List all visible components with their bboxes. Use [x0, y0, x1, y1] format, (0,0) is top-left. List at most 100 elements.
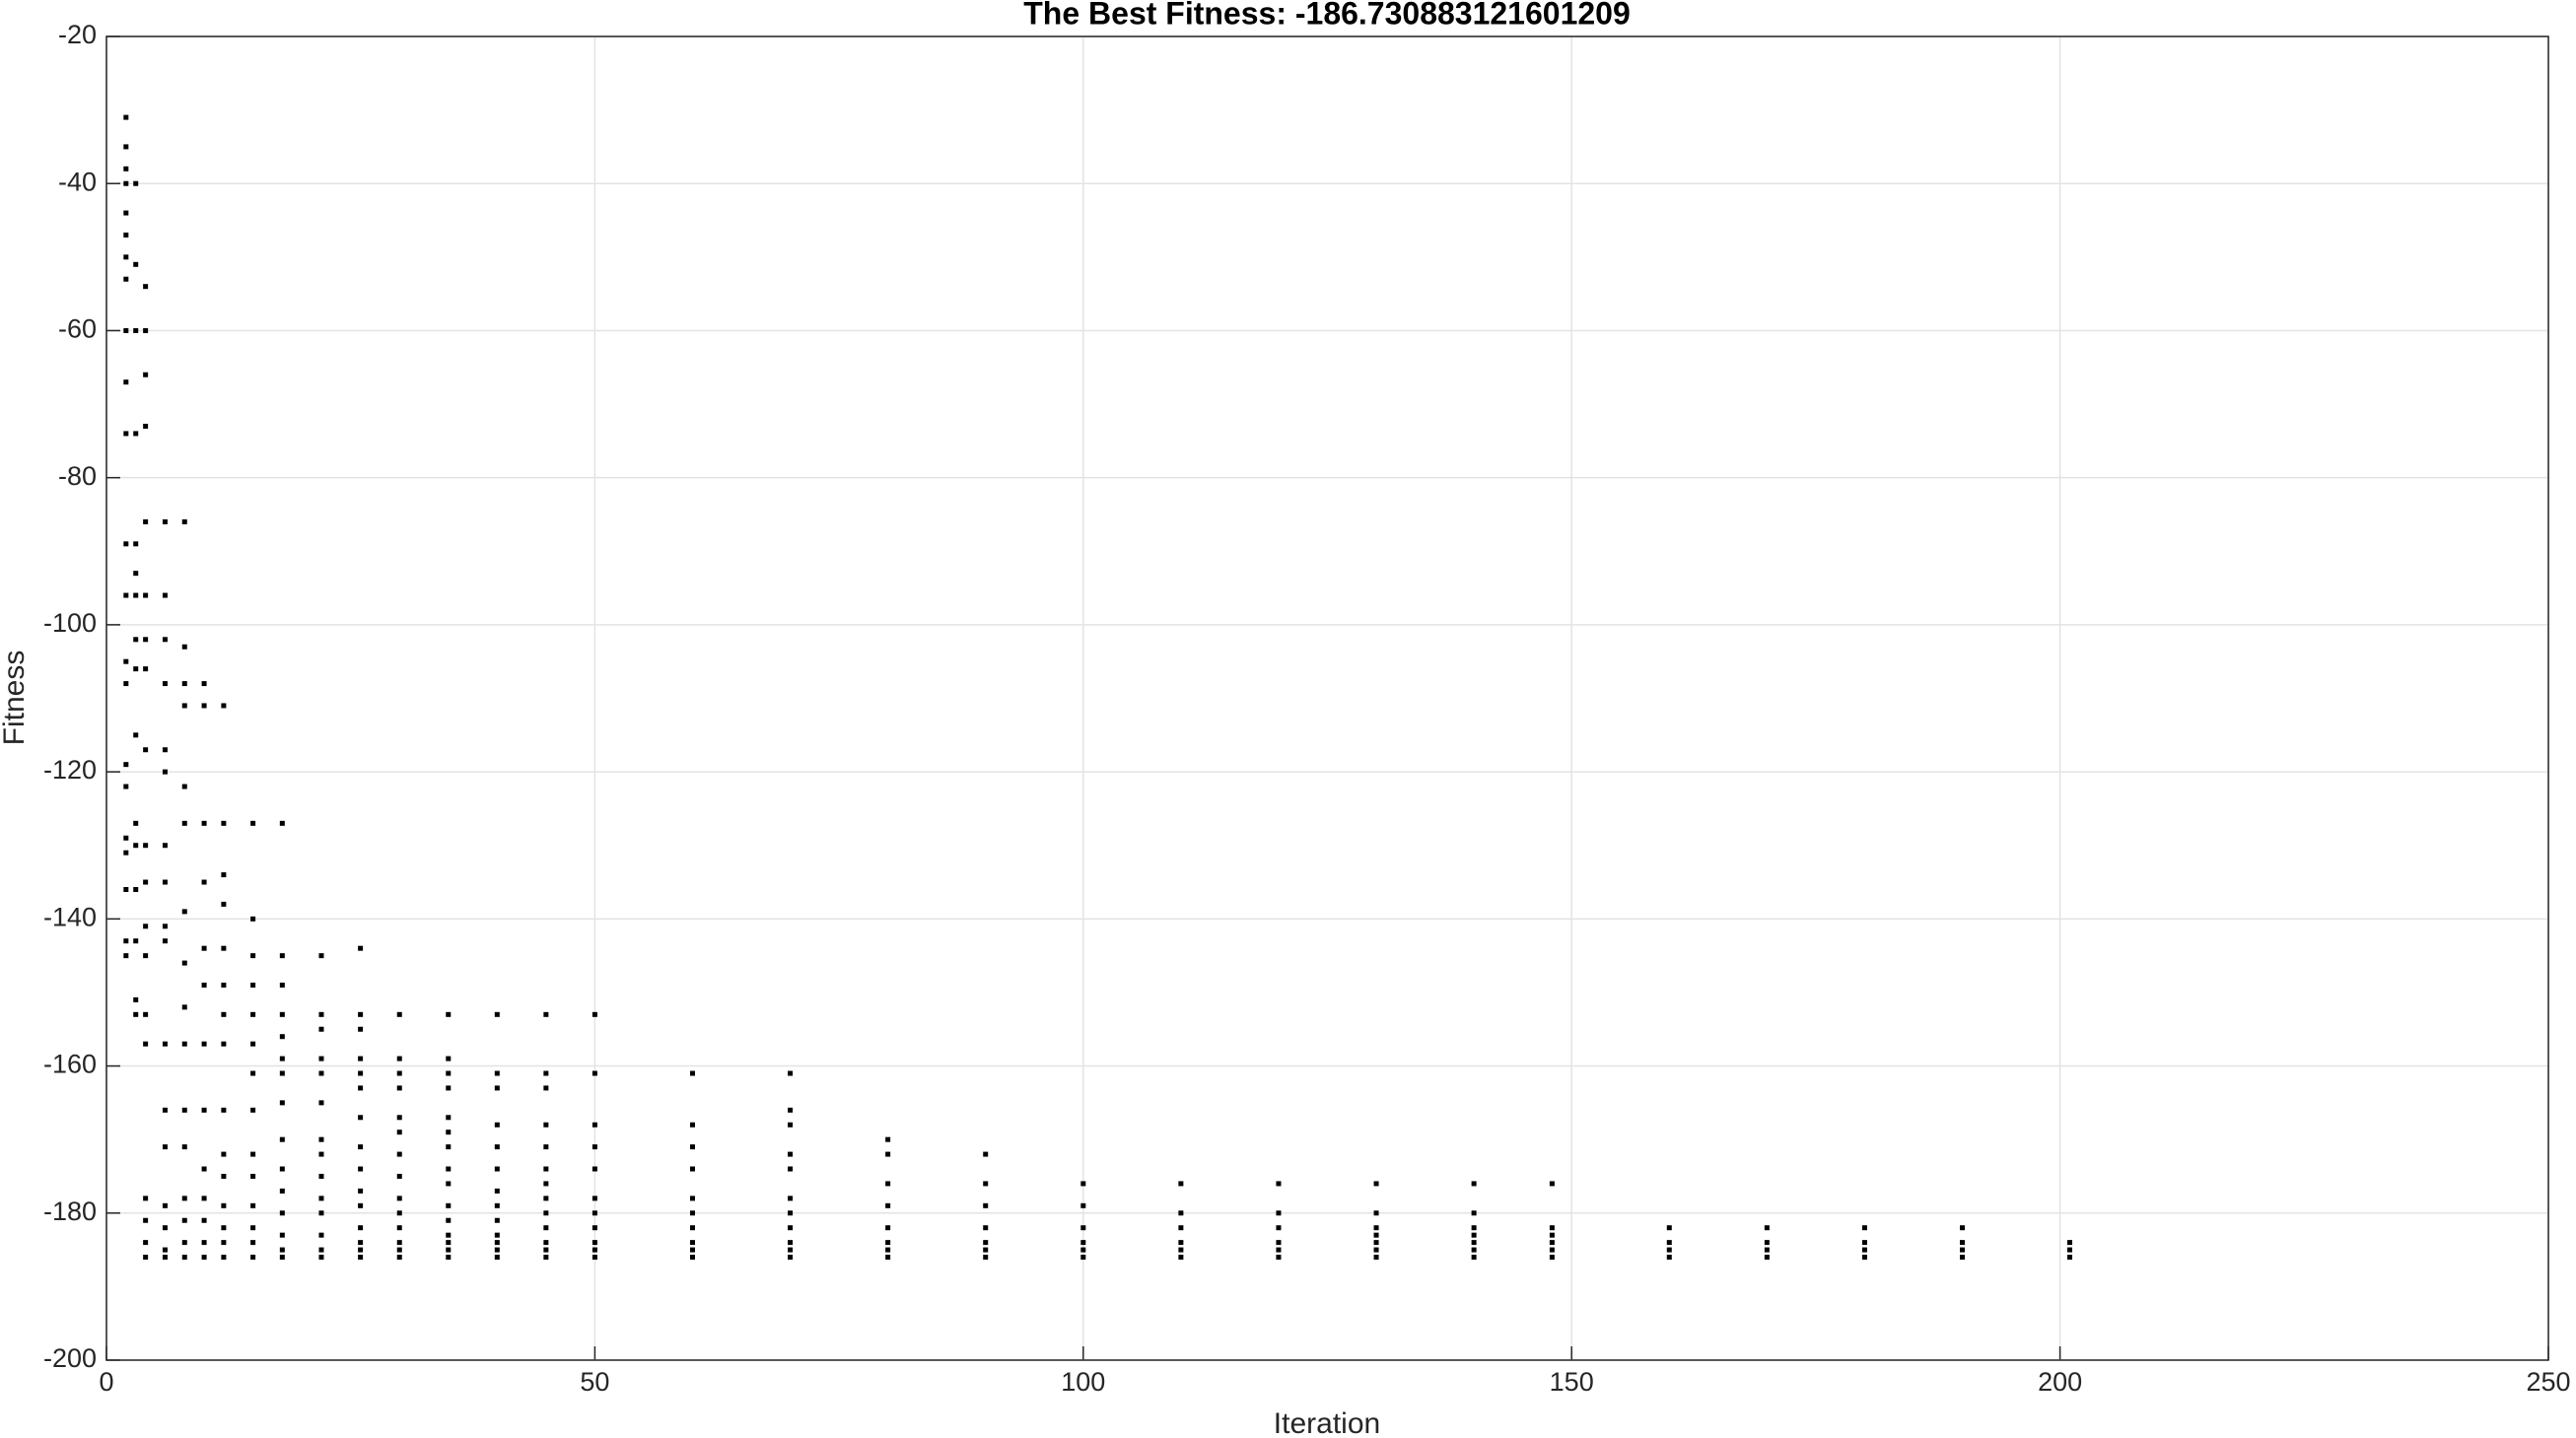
- point: [1276, 1181, 1282, 1187]
- point: [133, 261, 139, 267]
- point: [143, 1011, 149, 1017]
- point: [543, 1225, 549, 1231]
- point: [143, 1041, 149, 1047]
- point: [123, 835, 129, 841]
- point: [446, 1240, 452, 1246]
- point: [181, 1144, 187, 1150]
- point: [221, 703, 227, 709]
- point: [1080, 1225, 1086, 1231]
- point: [494, 1070, 500, 1076]
- point: [1276, 1240, 1282, 1246]
- point: [1471, 1232, 1477, 1238]
- point: [123, 953, 129, 959]
- point: [592, 1210, 597, 1216]
- point: [885, 1181, 891, 1187]
- y-tick-label: -80: [58, 461, 97, 491]
- y-tick-label: -140: [43, 902, 97, 931]
- point: [143, 327, 149, 333]
- point: [446, 1115, 452, 1121]
- point: [279, 1100, 285, 1106]
- plot-frame: [105, 35, 2549, 1361]
- point: [543, 1247, 549, 1253]
- point: [123, 431, 129, 437]
- point: [250, 1225, 256, 1231]
- point: [318, 1173, 324, 1179]
- point: [133, 732, 139, 738]
- point: [1471, 1210, 1477, 1216]
- point: [494, 1122, 500, 1128]
- point: [279, 1166, 285, 1172]
- point: [143, 518, 149, 524]
- x-axis-label: Iteration: [1274, 1407, 1380, 1438]
- point: [143, 637, 149, 643]
- point: [318, 1232, 324, 1238]
- point: [143, 843, 149, 849]
- point: [221, 820, 227, 826]
- point: [494, 1011, 500, 1017]
- point: [162, 592, 168, 598]
- point: [133, 431, 139, 437]
- point: [221, 1202, 227, 1208]
- point: [1080, 1247, 1086, 1253]
- point: [279, 1232, 285, 1238]
- point: [162, 1041, 168, 1047]
- x-tick-label: 200: [2038, 1367, 2082, 1397]
- point: [446, 1217, 452, 1223]
- point: [788, 1255, 794, 1261]
- point: [592, 1166, 597, 1172]
- point: [318, 1011, 324, 1017]
- point: [250, 1240, 256, 1246]
- point: [1080, 1240, 1086, 1246]
- point: [162, 1202, 168, 1208]
- point: [1666, 1225, 1672, 1231]
- point: [494, 1188, 500, 1194]
- point: [221, 982, 227, 988]
- point: [358, 1070, 364, 1076]
- point: [221, 872, 227, 878]
- point: [123, 592, 129, 598]
- y-tick-label: -100: [43, 608, 97, 638]
- point: [181, 681, 187, 687]
- point: [1960, 1247, 1966, 1253]
- point: [143, 423, 149, 429]
- point: [221, 1107, 227, 1113]
- point: [885, 1225, 891, 1231]
- point: [494, 1166, 500, 1172]
- point: [1373, 1210, 1379, 1216]
- point: [494, 1247, 500, 1253]
- point: [592, 1070, 597, 1076]
- point: [143, 1196, 149, 1201]
- point: [358, 1166, 364, 1172]
- point: [221, 1151, 227, 1157]
- point: [1666, 1240, 1672, 1246]
- point: [318, 1151, 324, 1157]
- point: [1471, 1240, 1477, 1246]
- point: [318, 1255, 324, 1261]
- point: [689, 1122, 695, 1128]
- point: [1549, 1225, 1555, 1231]
- point: [494, 1144, 500, 1150]
- point: [543, 1085, 549, 1091]
- y-tick-label: -160: [43, 1050, 97, 1079]
- point: [885, 1255, 891, 1261]
- point: [1178, 1181, 1184, 1187]
- point: [446, 1255, 452, 1261]
- point: [250, 1011, 256, 1017]
- point: [358, 1247, 364, 1253]
- point: [983, 1181, 989, 1187]
- point: [133, 571, 139, 577]
- point: [318, 1196, 324, 1201]
- point: [250, 1070, 256, 1076]
- point: [396, 1240, 402, 1246]
- point: [396, 1056, 402, 1061]
- point: [1178, 1225, 1184, 1231]
- point: [181, 1004, 187, 1010]
- point: [143, 284, 149, 290]
- point: [201, 1196, 207, 1201]
- point: [1471, 1225, 1477, 1231]
- point: [279, 1011, 285, 1017]
- point: [592, 1011, 597, 1017]
- point: [396, 1196, 402, 1201]
- point: [143, 1217, 149, 1223]
- point: [983, 1225, 989, 1231]
